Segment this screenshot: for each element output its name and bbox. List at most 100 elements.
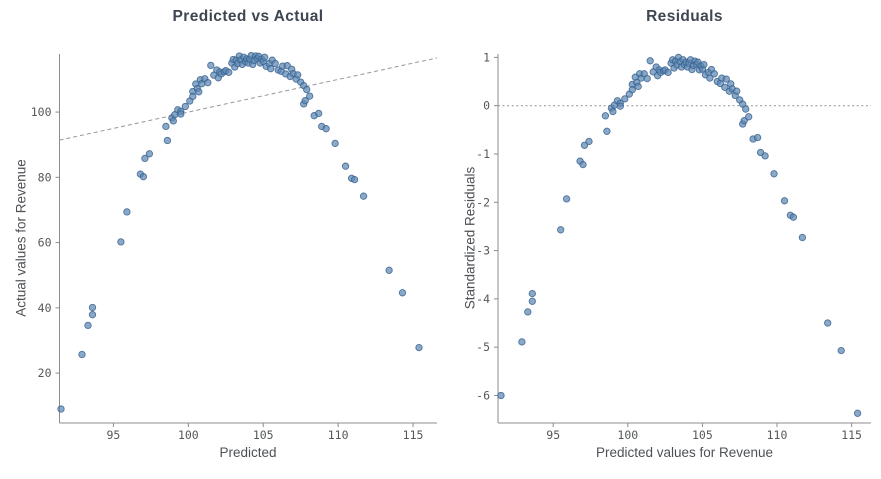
y-tick-label: -6 — [476, 388, 490, 402]
y-tick-label: 60 — [38, 236, 52, 250]
scatter-point — [789, 213, 798, 221]
scatter-point — [643, 74, 651, 83]
y-tick-label: 0 — [483, 99, 490, 113]
x-tick-label: 110 — [328, 428, 349, 442]
scatter-point — [315, 109, 323, 118]
predicted-vs-actual-plot: 95 100 105 110 115 20 40 60 80 100 — [31, 51, 438, 442]
scatter-point — [139, 173, 148, 181]
y-tick-label: 100 — [31, 105, 52, 119]
scatter-point — [621, 95, 629, 103]
scatter-point — [331, 139, 339, 148]
scatter-point — [664, 68, 672, 77]
x-tick-label: 115 — [403, 428, 424, 442]
scatter-point — [562, 195, 571, 203]
scatter-point — [798, 233, 807, 242]
scatter-point — [700, 60, 708, 69]
scatter-point — [497, 391, 505, 400]
residuals-plot: 95 100 105 110 115 1 0 -1 -2 -3 -4 -5 -6 — [476, 50, 871, 442]
y-tick-label: -3 — [476, 244, 490, 258]
y-tick-label: -4 — [476, 292, 490, 306]
scatter-point — [84, 321, 92, 330]
x-tick-label: 100 — [178, 428, 199, 442]
scatter-point — [141, 154, 149, 163]
scatter-point — [609, 107, 617, 116]
scatter-point — [78, 350, 86, 359]
scatter-point — [742, 105, 750, 113]
scatter-point — [634, 82, 642, 91]
scatter-point — [169, 117, 177, 125]
scatter-point — [710, 70, 718, 78]
scatter-point — [294, 71, 302, 79]
x-tick-label: 95 — [546, 428, 560, 442]
scatter-point — [225, 68, 233, 76]
scatter-point — [740, 117, 748, 125]
scatter-point — [88, 311, 97, 319]
scatter-point — [585, 137, 593, 146]
y-tick-label: 40 — [38, 301, 52, 315]
x-tick-label: 115 — [841, 428, 862, 442]
scatter-point — [616, 102, 624, 110]
y-tick-label: 1 — [483, 50, 490, 64]
left-chart-title: Predicted vs Actual — [172, 8, 324, 25]
scatter-point — [601, 112, 610, 120]
scatter-point — [267, 65, 275, 73]
scatter-point — [204, 79, 212, 87]
right-y-axis-label: Standardized Residuals — [462, 166, 478, 310]
scatter-point — [528, 297, 536, 305]
y-tick-label: -1 — [476, 147, 490, 161]
right-x-axis-label: Predicted values for Revenue — [595, 445, 774, 460]
left-x-axis-label: Predicted — [219, 445, 277, 460]
scatter-point — [853, 409, 862, 417]
scatter-point — [385, 266, 393, 274]
scatter-point — [745, 113, 753, 121]
scatter-point — [359, 192, 368, 200]
x-tick-label: 100 — [617, 428, 638, 442]
scatter-point — [181, 102, 189, 111]
scatter-point — [579, 160, 587, 169]
scatter-point — [306, 92, 314, 100]
scatter-point — [528, 289, 536, 298]
scatter-point — [824, 319, 832, 327]
scatter-point — [145, 150, 154, 158]
scatter-point — [341, 162, 350, 170]
y-tick-label: 20 — [38, 366, 52, 380]
y-tick-label: 80 — [38, 170, 52, 184]
y-tick-label: -2 — [476, 195, 490, 209]
right-chart-title: Residuals — [646, 8, 723, 25]
scatter-point — [524, 308, 532, 316]
left-y-axis-label: Actual values for Revenue — [13, 159, 29, 317]
x-tick-label: 95 — [106, 428, 120, 442]
scatter-point — [322, 125, 330, 133]
scatter-point — [261, 53, 269, 61]
scatter-point — [557, 226, 565, 234]
scatter-point — [195, 88, 203, 96]
scatter-point — [415, 343, 423, 352]
scatter-point — [163, 136, 172, 145]
scatter-point — [398, 289, 407, 297]
scatter-point — [628, 86, 636, 94]
x-tick-label: 105 — [692, 428, 713, 442]
scatter-point — [837, 346, 845, 355]
x-tick-label: 110 — [767, 428, 788, 442]
scatter-point — [733, 87, 741, 95]
scatter-point — [57, 405, 65, 413]
scatter-point — [207, 61, 215, 70]
scatter-point — [646, 57, 654, 65]
scatter-point — [189, 92, 197, 101]
scatter-point — [123, 208, 131, 216]
y-tick-label: -5 — [476, 340, 490, 354]
identity-reference-line — [59, 57, 438, 141]
scatter-point — [350, 175, 359, 184]
scatter-point — [721, 83, 729, 91]
scatter-point — [117, 238, 125, 246]
scatter-point — [780, 197, 789, 205]
scatter-point — [303, 85, 311, 94]
scatter-point — [706, 74, 714, 82]
scatter-point — [518, 338, 526, 346]
scatter-point — [603, 127, 611, 135]
scatter-point — [580, 141, 589, 149]
scatter-point — [761, 152, 769, 160]
scatter-point — [88, 303, 97, 312]
